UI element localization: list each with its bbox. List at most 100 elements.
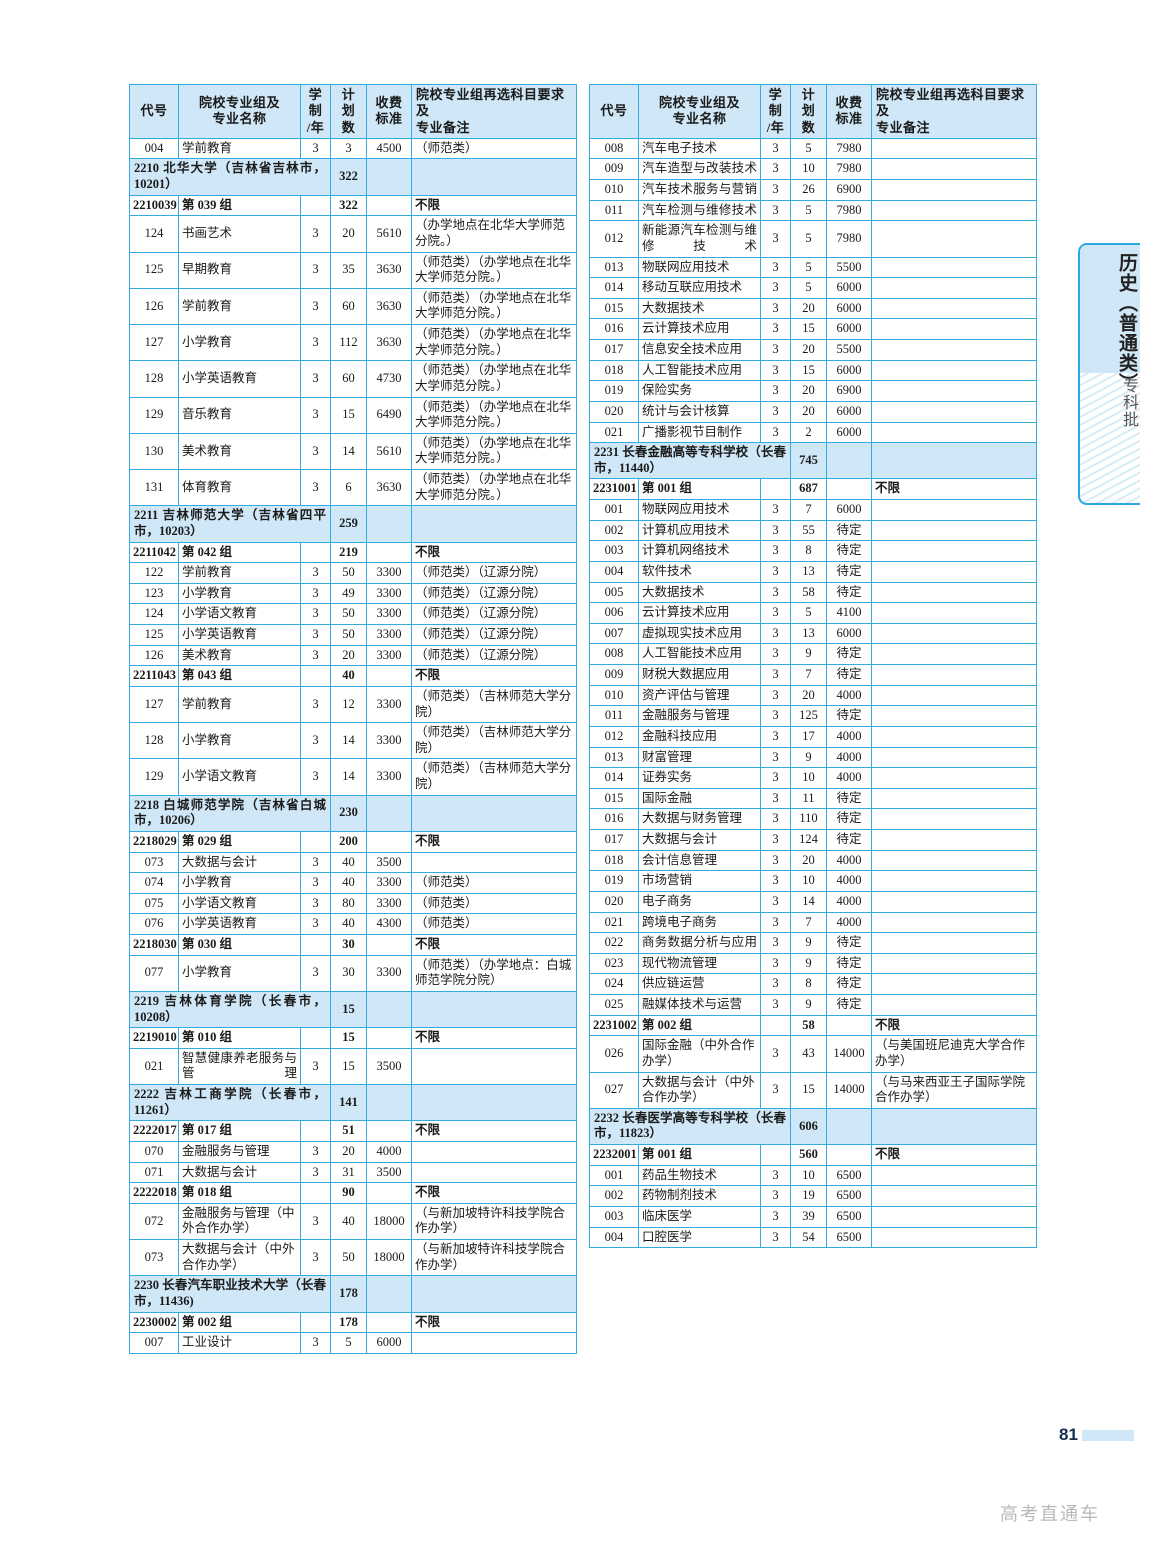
major-fee: 6500 [826, 1205, 872, 1228]
school-fee-blank [366, 505, 412, 543]
major-name: 市场营销 [638, 870, 761, 892]
major-note [871, 158, 1037, 180]
table-body-left: 004 学前教育 3 3 4500 （师范类） 2210 北华大学（吉林省吉林市，10201… [129, 137, 577, 1354]
major-fee: 待定 [826, 664, 872, 686]
major-row: 002 计算机应用技术 3 55 待定 [589, 519, 1037, 542]
footer-watermark: 高考直通车 [1000, 1504, 1100, 1524]
group-fee-blank [366, 1027, 412, 1049]
major-years: 3 [300, 1140, 331, 1163]
major-code: 020 [589, 400, 639, 423]
major-code: 008 [589, 137, 639, 160]
major-row: 126 学前教育 3 60 3630 （师范类）（办学地点在北华大学师范分院。） [129, 287, 577, 326]
school-fee-blank [366, 794, 412, 832]
major-code: 128 [129, 722, 179, 760]
major-note [871, 359, 1037, 382]
header-note-line1: 院校专业组再选科目要求及 [876, 87, 1025, 119]
major-code: 129 [129, 396, 179, 434]
school-header-row: 2230 长春汽车职业技术大学（长春市，11436) 178 [129, 1275, 577, 1313]
major-code: 124 [129, 603, 179, 625]
group-plan: 15 [330, 1027, 367, 1049]
major-plan: 8 [790, 540, 827, 562]
major-name: 汽车电子技术 [638, 137, 761, 160]
major-row: 129 小学语文教育 3 14 3300 （师范类）（吉林师范大学分院） [129, 758, 577, 796]
group-years-blank [760, 478, 791, 500]
major-fee: 待定 [826, 581, 872, 604]
major-plan: 20 [330, 1140, 367, 1163]
header-years-c2: 制 [768, 103, 783, 119]
group-row: 2210039 第 039 组 322 不限 [129, 194, 577, 217]
major-name: 软件技术 [638, 560, 761, 583]
major-plan: 20 [790, 684, 827, 707]
major-code: 008 [589, 643, 639, 665]
major-plan: 5 [330, 1332, 367, 1354]
major-years: 3 [760, 1071, 791, 1109]
side-tab-highlight [1080, 245, 1140, 373]
school-header-row: 2218 白城师范学院（吉林省白城市，10206） 230 [129, 794, 577, 832]
page-number: 81 [1059, 1425, 1078, 1444]
major-note [871, 1164, 1037, 1187]
major-years: 3 [760, 158, 791, 180]
group-requirement: 不限 [871, 1014, 1037, 1037]
major-name: 计算机应用技术 [638, 519, 761, 542]
major-name: 物联网应用技术 [638, 499, 761, 521]
major-plan: 6 [330, 468, 367, 507]
major-fee: 3300 [366, 722, 412, 760]
header-note-line2: 专业备注 [876, 119, 931, 135]
major-note: （师范类）（辽源分院） [411, 624, 577, 646]
group-row: 2218030 第 030 组 30 不限 [129, 934, 577, 956]
major-fee: 3500 [366, 1161, 412, 1184]
major-row: 008 人工智能技术应用 3 9 待定 [589, 643, 1037, 665]
major-note [871, 602, 1037, 624]
school-name: 2211 吉林师范大学（吉林省四平市，10203） [129, 505, 331, 543]
school-name: 2230 长春汽车职业技术大学（长春市，11436) [129, 1275, 331, 1313]
major-code: 019 [589, 870, 639, 892]
major-row: 009 汽车造型与改装技术 3 10 7980 [589, 158, 1037, 180]
major-note [871, 318, 1037, 340]
major-fee: 18000 [366, 1202, 412, 1241]
school-header-row: 2232 长春医学高等专科学校（长春市，11823） 606 [589, 1107, 1037, 1146]
major-years: 3 [300, 1332, 331, 1354]
major-fee: 6000 [826, 400, 872, 423]
major-years: 3 [760, 256, 791, 279]
major-name: 人工智能技术应用 [638, 643, 761, 665]
major-note: （师范类）（办学地点在北华大学师范分院。） [411, 360, 577, 398]
major-row: 002 药物制剂技术 3 19 6500 [589, 1185, 1037, 1207]
major-name: 金融科技应用 [638, 725, 761, 748]
major-plan: 5 [790, 277, 827, 299]
major-note [871, 499, 1037, 521]
major-years: 3 [760, 870, 791, 892]
school-name: 2210 北华大学（吉林省吉林市，10201） [129, 158, 331, 196]
major-name: 电子商务 [638, 890, 761, 913]
major-row: 018 会计信息管理 3 20 4000 [589, 849, 1037, 872]
major-years: 3 [760, 581, 791, 604]
major-note [871, 746, 1037, 769]
major-name: 广播影视节目制作 [638, 421, 761, 444]
major-plan: 10 [790, 158, 827, 180]
major-plan: 14 [330, 758, 367, 796]
major-row: 020 电子商务 3 14 4000 [589, 890, 1037, 913]
header-plan-c1: 计 [341, 87, 356, 102]
group-requirement: 不限 [411, 665, 577, 687]
group-requirement: 不限 [411, 934, 577, 956]
major-plan: 15 [790, 1071, 827, 1109]
major-plan: 5 [790, 137, 827, 160]
group-code: 2230002 [129, 1311, 179, 1334]
group-fee-blank [366, 1182, 412, 1204]
major-row: 074 小学教育 3 40 3300 （师范类） [129, 872, 577, 894]
header-name-line2: 专业名称 [672, 111, 727, 127]
major-row: 022 商务数据分析与应用 3 9 待定 [589, 932, 1037, 954]
major-note [871, 540, 1037, 562]
group-code: 2232001 [589, 1144, 639, 1166]
group-row: 2230002 第 002 组 178 不限 [129, 1311, 577, 1334]
major-name: 药物制剂技术 [638, 1185, 761, 1207]
school-header-row: 2210 北华大学（吉林省吉林市，10201） 322 [129, 158, 577, 196]
major-row: 010 资产评估与管理 3 20 4000 [589, 684, 1037, 707]
major-code: 003 [589, 540, 639, 562]
major-fee: 待定 [826, 932, 872, 954]
major-plan: 14 [790, 890, 827, 913]
header-plan: 计 划 数 [790, 84, 827, 139]
major-name: 会计信息管理 [638, 849, 761, 872]
major-code: 015 [589, 297, 639, 320]
major-fee: 5610 [366, 215, 412, 253]
major-fee: 待定 [826, 560, 872, 583]
